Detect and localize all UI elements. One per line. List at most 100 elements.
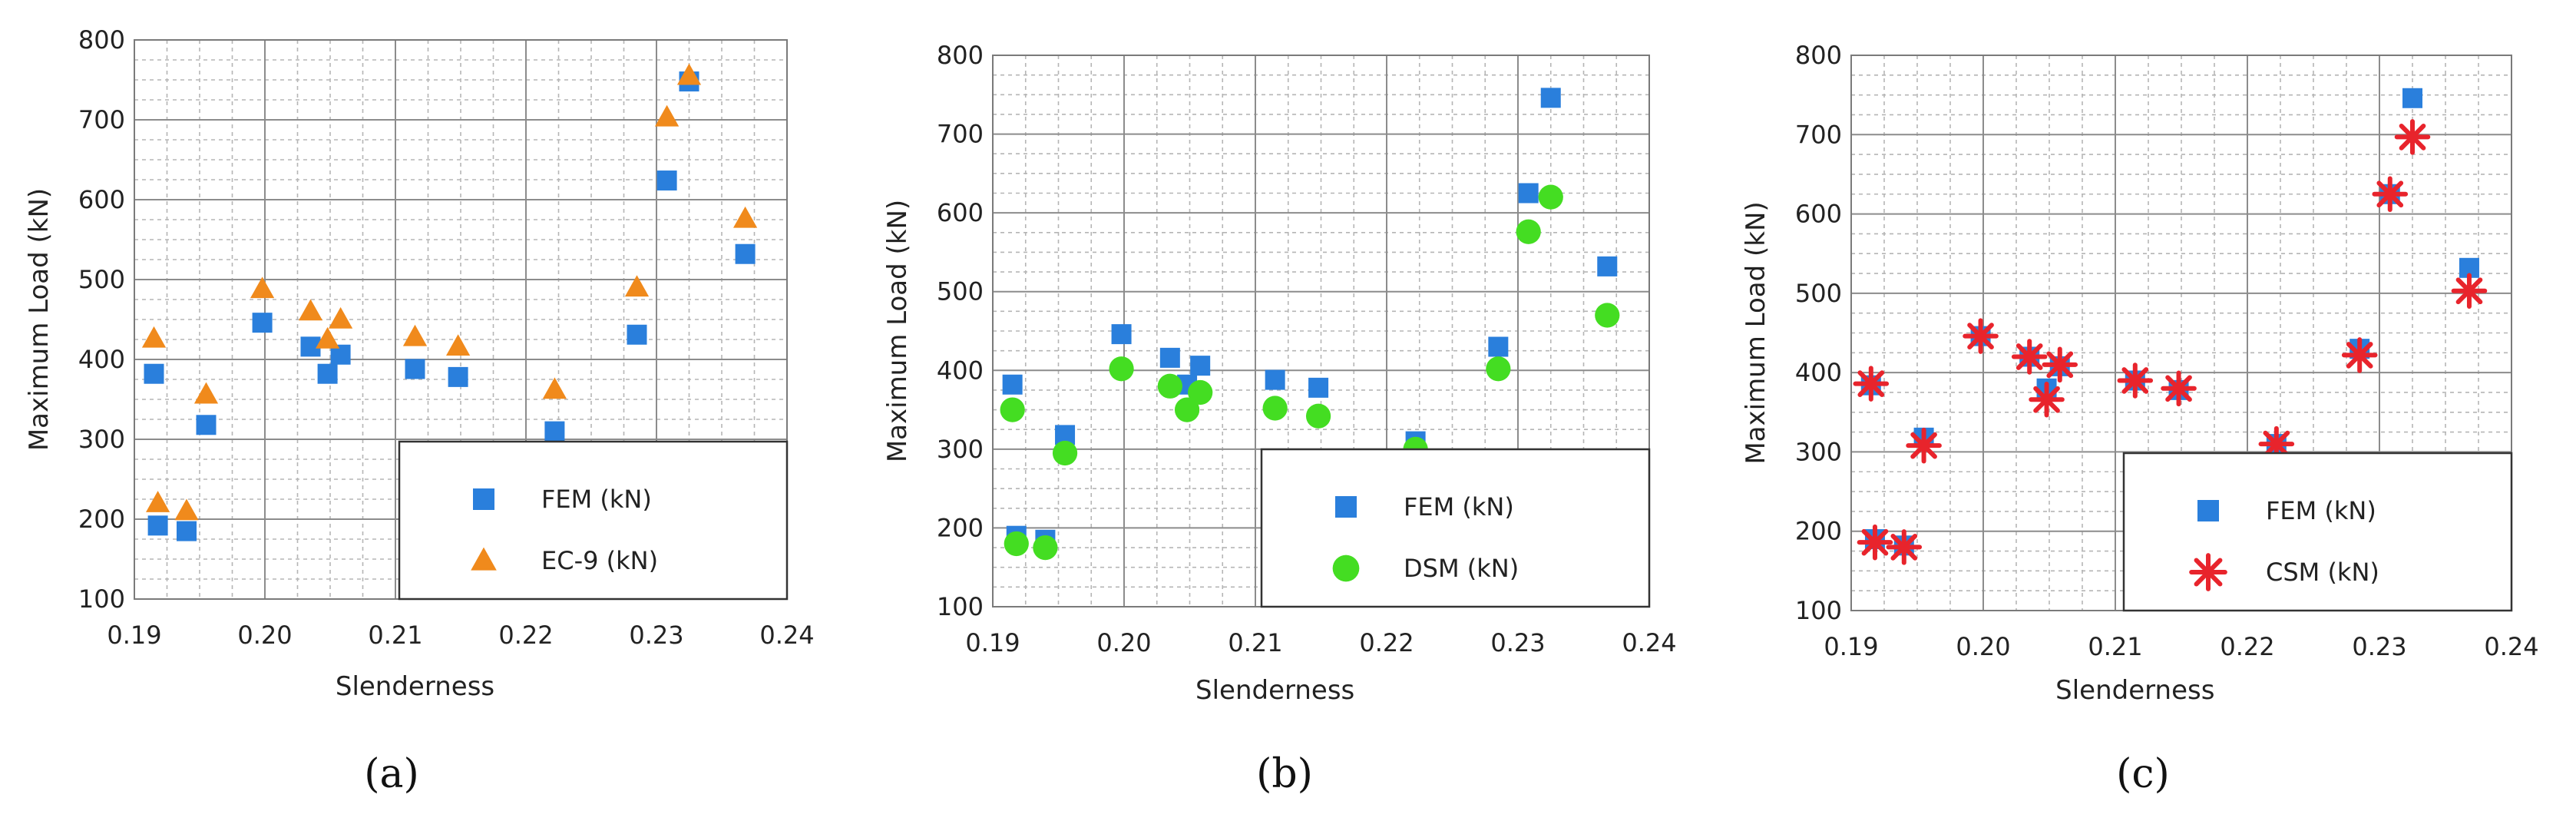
y-axis-title: Maximum Load (kN)	[882, 200, 913, 462]
x-tick-label: 0.23	[2352, 632, 2406, 661]
legend: FEM (kN) DSM (kN)	[1260, 448, 1651, 608]
data-point	[316, 326, 340, 349]
legend-box	[2122, 452, 2513, 612]
data-point	[1159, 347, 1180, 368]
data-point	[627, 324, 647, 345]
x-tick-label: 0.19	[107, 621, 161, 650]
x-tick-label: 0.21	[368, 621, 422, 650]
data-point	[1000, 397, 1025, 422]
data-point	[174, 498, 199, 521]
y-tick-label: 400	[937, 356, 984, 385]
y-tick-label: 500	[78, 265, 125, 294]
y-tick-label: 700	[937, 120, 984, 149]
x-tick-label: 0.22	[498, 621, 553, 650]
legend-label: FEM (kN)	[1404, 492, 1514, 521]
legend-marker	[471, 547, 497, 571]
legend-label: FEM (kN)	[2266, 496, 2376, 525]
y-tick-label: 200	[937, 513, 984, 542]
data-point	[542, 377, 567, 399]
y-tick-label: 300	[78, 425, 125, 454]
data-point	[733, 206, 758, 228]
legend-marker	[1332, 555, 1360, 582]
panel-caption: (a)	[364, 751, 419, 797]
data-point	[2341, 337, 2378, 373]
y-tick-label: 100	[1795, 596, 1842, 625]
legend-label: CSM (kN)	[2266, 558, 2379, 587]
data-point	[1540, 88, 1561, 108]
y-tick-label: 500	[937, 277, 984, 306]
data-point	[1002, 374, 1023, 395]
legend-marker	[2197, 500, 2219, 521]
data-point	[544, 421, 565, 442]
data-point	[1597, 256, 1618, 276]
data-point	[193, 382, 219, 404]
data-point	[1262, 396, 1288, 421]
data-point	[1190, 356, 1211, 376]
data-point	[624, 275, 650, 297]
data-point	[141, 326, 167, 348]
y-tick-label: 200	[1795, 517, 1842, 546]
data-point	[1308, 377, 1329, 398]
x-tick-label: 0.20	[237, 621, 292, 650]
data-point	[446, 334, 471, 356]
data-point	[1033, 535, 1058, 561]
data-point	[735, 243, 756, 264]
data-point	[250, 276, 275, 299]
x-tick-label: 0.21	[1228, 628, 1282, 657]
x-tick-label: 0.22	[1359, 628, 1414, 657]
data-point	[1906, 427, 1942, 464]
x-tick-label: 0.19	[1824, 632, 1878, 661]
x-tick-label: 0.24	[2484, 632, 2538, 661]
x-tick-label: 0.20	[1096, 628, 1151, 657]
data-point	[1538, 184, 1563, 210]
legend-marker	[2189, 553, 2227, 591]
chart-panel-c: 0.19 0.20 0.21 0.22 0.23 0.24 100 200 300 400 500 6…	[1717, 0, 2575, 821]
legend-label: DSM (kN)	[1404, 554, 1519, 583]
x-axis-title: Slenderness	[1195, 675, 1354, 706]
y-tick-label: 800	[78, 25, 125, 55]
x-tick-label: 0.23	[1490, 628, 1545, 657]
y-tick-label: 400	[1795, 358, 1842, 387]
data-point	[1004, 531, 1029, 557]
legend-label: FEM (kN)	[541, 485, 652, 514]
data-point	[2372, 176, 2409, 213]
y-tick-label: 600	[1795, 200, 1842, 229]
data-point	[1188, 379, 1213, 406]
data-point	[1963, 318, 1999, 354]
data-point	[1488, 336, 1509, 357]
data-point	[2402, 88, 2422, 108]
data-point	[1265, 369, 1285, 390]
x-tick-label: 0.22	[2220, 632, 2274, 661]
data-point	[329, 306, 353, 329]
x-tick-label: 0.24	[1622, 628, 1676, 657]
data-point	[1486, 356, 1511, 382]
y-tick-label: 500	[1795, 279, 1842, 308]
data-point	[2451, 273, 2488, 310]
data-point	[146, 491, 170, 512]
data-point	[1157, 373, 1182, 399]
data-point	[177, 521, 197, 541]
data-point	[1886, 529, 1923, 565]
data-point	[298, 299, 323, 321]
y-axis-title: Maximum Load (kN)	[24, 188, 55, 451]
y-tick-label: 700	[78, 105, 125, 134]
data-point	[196, 415, 217, 435]
data-point	[2161, 370, 2197, 407]
data-point	[1516, 219, 1541, 244]
y-tick-label: 300	[1795, 437, 1842, 466]
panel-caption: (c)	[2116, 751, 2170, 797]
x-tick-label: 0.23	[629, 621, 683, 650]
x-axis-title: Slenderness	[2055, 675, 2214, 706]
x-tick-label: 0.24	[759, 621, 814, 650]
data-point	[1518, 183, 1539, 204]
data-point	[2011, 339, 2048, 375]
data-point	[144, 363, 164, 384]
y-tick-label: 100	[937, 592, 984, 621]
data-point	[1109, 356, 1134, 382]
legend-marker	[473, 488, 494, 510]
data-point	[147, 515, 168, 536]
data-point	[1857, 524, 1893, 561]
series-2-markers	[141, 63, 758, 521]
data-point	[2117, 362, 2154, 399]
y-tick-label: 600	[937, 198, 984, 227]
